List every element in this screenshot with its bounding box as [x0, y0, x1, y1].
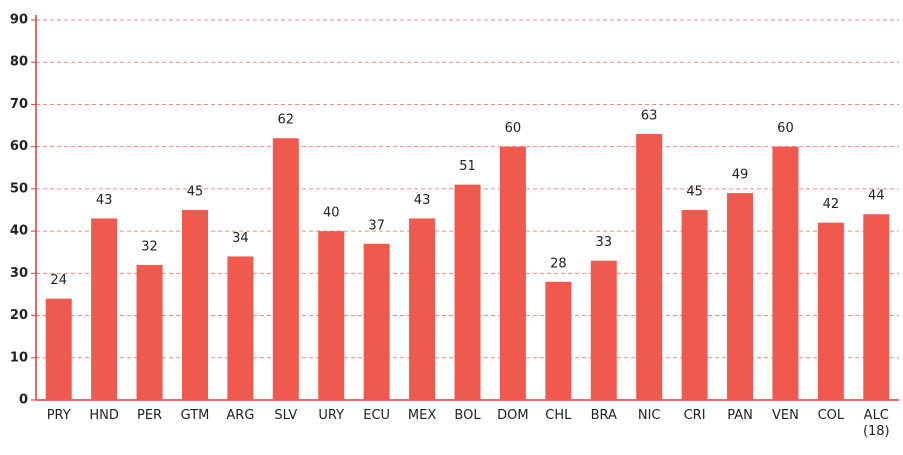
bar — [727, 193, 754, 400]
x-tick-label: CRI — [683, 408, 706, 423]
value-label: 34 — [232, 231, 249, 246]
x-tick-label: HND — [89, 408, 119, 423]
x-tick-label: VEN — [772, 408, 799, 423]
y-tick-label: 50 — [10, 181, 28, 196]
value-label: 33 — [595, 235, 612, 250]
y-tick-label: 70 — [10, 97, 28, 112]
y-tick-label: 30 — [10, 266, 28, 281]
value-label: 49 — [732, 168, 749, 183]
bar — [227, 256, 254, 400]
x-tick-label: PAN — [727, 408, 753, 423]
bar — [772, 146, 799, 400]
x-tick-label: BRA — [590, 408, 617, 423]
value-label: 37 — [368, 218, 385, 233]
bar — [318, 231, 345, 400]
value-label: 40 — [323, 206, 340, 221]
bar — [499, 146, 526, 400]
value-label: 51 — [459, 159, 476, 174]
y-tick-label: 20 — [10, 308, 28, 323]
x-tick-label: BOL — [454, 408, 481, 423]
bar — [409, 218, 436, 400]
bar — [590, 260, 617, 400]
x-tick-label: URY — [318, 408, 345, 423]
bar — [136, 264, 163, 400]
value-label: 28 — [550, 256, 567, 271]
value-label: 45 — [686, 185, 703, 200]
x-tick-label: DOM — [497, 408, 529, 423]
x-tick-label: COL — [817, 408, 845, 423]
x-tick-label: PRY — [46, 408, 71, 423]
x-tick-label: PER — [137, 408, 163, 423]
bar — [272, 138, 299, 400]
value-label: 43 — [414, 193, 431, 208]
bar — [454, 184, 481, 400]
bar — [863, 214, 890, 400]
x-tick-label: CHL — [545, 408, 572, 423]
bar — [45, 298, 72, 400]
value-label: 44 — [868, 189, 885, 204]
y-tick-label: 40 — [10, 224, 28, 239]
value-label: 45 — [187, 185, 204, 200]
x-tick-label: GTM — [180, 408, 210, 423]
value-label: 60 — [505, 121, 522, 136]
bar — [91, 218, 118, 400]
value-label: 24 — [50, 273, 67, 288]
bar — [681, 210, 708, 400]
y-tick-label: 80 — [10, 55, 28, 70]
value-label: 60 — [777, 121, 794, 136]
y-tick-label: 90 — [10, 13, 28, 28]
x-tick-label: ECU — [363, 408, 391, 423]
x-tick-label: ARG — [226, 408, 255, 423]
value-label: 43 — [96, 193, 113, 208]
x-tick-label: NIC — [637, 408, 661, 423]
x-tick-label: SLV — [274, 408, 298, 423]
bar — [545, 281, 572, 400]
x-tick-label: MEX — [407, 408, 437, 423]
value-label: 63 — [641, 109, 658, 124]
value-label: 32 — [141, 239, 158, 254]
y-tick-label: 60 — [10, 139, 28, 154]
bar — [636, 134, 663, 400]
y-tick-label: 0 — [19, 393, 28, 408]
y-tick-label: 10 — [10, 350, 28, 365]
x-tick-label: ALC (18) — [862, 408, 890, 439]
value-label: 42 — [823, 197, 840, 212]
bar — [181, 210, 208, 400]
bar — [363, 243, 390, 400]
bar — [817, 222, 844, 400]
value-label: 62 — [278, 113, 295, 128]
